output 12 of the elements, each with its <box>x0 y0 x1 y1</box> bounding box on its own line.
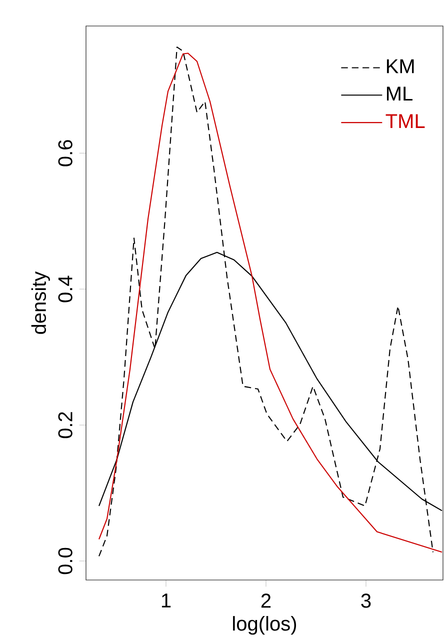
y-tick-label: 0.2 <box>58 412 72 438</box>
x-tick-label: 3 <box>361 594 371 608</box>
y-tick-label: 0.0 <box>58 548 72 574</box>
y-axis-title: density <box>31 271 50 334</box>
x-tick-label: 1 <box>162 594 171 608</box>
x-axis-title: log(los) <box>233 616 296 635</box>
legend-label: KM <box>386 59 414 74</box>
legend-label: ML <box>386 86 412 101</box>
x-tick-label: 2 <box>261 594 271 608</box>
legend-label: TML <box>386 114 425 128</box>
y-tick-label: 0.4 <box>58 276 72 302</box>
y-tick-label: 0.6 <box>58 140 72 166</box>
